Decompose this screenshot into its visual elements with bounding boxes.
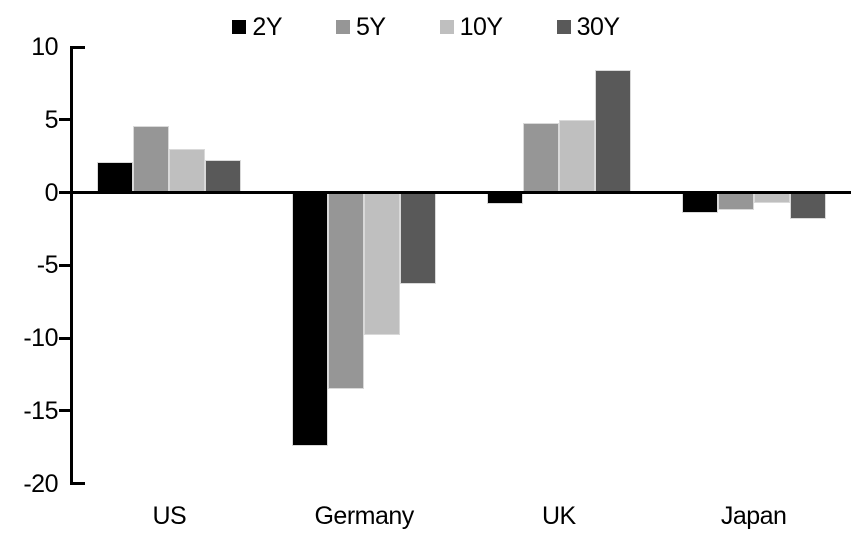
x-axis-label-uk: UK (542, 502, 576, 530)
y-axis-bottom-cap (70, 482, 85, 485)
y-axis-tick (59, 118, 72, 122)
bar-uk-30y (594, 70, 631, 193)
bar-japan-2y (681, 192, 718, 213)
bar-us-5y (133, 125, 170, 193)
bar-germany-5y (328, 192, 365, 389)
y-axis-tick-label: -20 (23, 469, 58, 498)
x-axis-label-us: US (152, 502, 187, 530)
bar-us-2y (97, 161, 134, 193)
bar-japan-10y (753, 192, 790, 203)
y-axis-top-cap (70, 45, 85, 49)
y-axis-tick (59, 336, 72, 340)
y-axis-tick-label: -15 (23, 396, 58, 425)
y-axis-tick-label: 5 (44, 105, 59, 134)
bar-us-10y (169, 148, 206, 193)
y-axis-tick (59, 191, 72, 194)
legend-label: 30Y (576, 13, 620, 41)
legend-label: 10Y (459, 13, 503, 41)
bar-germany-10y (364, 192, 401, 336)
x-axis-label-japan: Japan (720, 502, 787, 530)
legend-label: 2Y (252, 13, 283, 41)
legend-item-5y: 5Y (336, 13, 386, 41)
bar-uk-5y (522, 122, 559, 193)
y-axis-tick-label: 0 (44, 178, 59, 207)
y-axis-tick-label: -10 (23, 324, 58, 352)
legend-item-2y: 2Y (232, 13, 283, 41)
y-axis-tick (59, 409, 72, 413)
x-axis-label-germany: Germany (314, 502, 414, 530)
legend-item-30y: 30Y (556, 13, 620, 41)
legend-swatch-icon (336, 20, 351, 34)
legend-swatch-icon (232, 20, 247, 34)
legend-swatch-icon (556, 20, 571, 34)
y-axis-tick-label: 10 (31, 33, 58, 61)
legend-swatch-icon (439, 20, 454, 34)
bar-uk-2y (486, 192, 523, 205)
x-axis-zero-line (59, 191, 851, 194)
y-axis-tick (59, 263, 72, 267)
bar-japan-30y (789, 192, 826, 219)
bar-japan-5y (717, 192, 754, 210)
bar-uk-10y (558, 119, 595, 193)
bar-us-30y (205, 160, 242, 193)
bar-germany-2y (292, 192, 329, 446)
legend-item-10y: 10Y (439, 13, 503, 41)
legend-label: 5Y (356, 13, 386, 41)
bar-germany-30y (400, 192, 437, 285)
y-axis-tick-label: -5 (36, 251, 59, 280)
legend: 2Y 5Y 10Y 30Y (0, 13, 852, 41)
